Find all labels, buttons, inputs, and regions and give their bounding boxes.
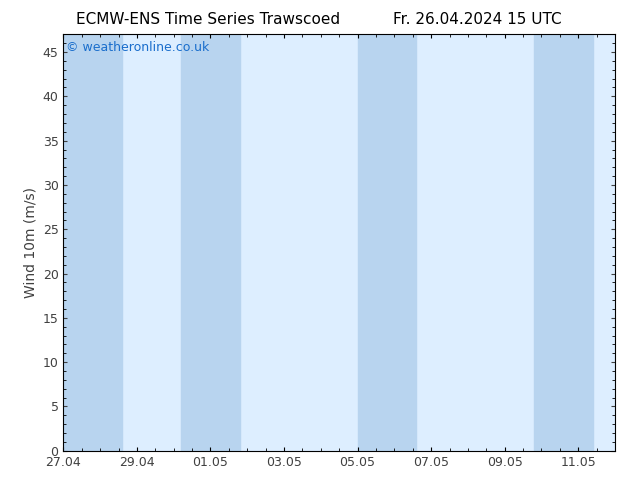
Text: Fr. 26.04.2024 15 UTC: Fr. 26.04.2024 15 UTC xyxy=(393,12,562,27)
Bar xyxy=(181,34,240,451)
Bar xyxy=(534,34,593,451)
Bar xyxy=(358,34,417,451)
Text: © weatheronline.co.uk: © weatheronline.co.uk xyxy=(66,41,209,53)
Bar xyxy=(63,34,122,451)
Text: ECMW-ENS Time Series Trawscoed: ECMW-ENS Time Series Trawscoed xyxy=(76,12,340,27)
Y-axis label: Wind 10m (m/s): Wind 10m (m/s) xyxy=(23,187,37,298)
